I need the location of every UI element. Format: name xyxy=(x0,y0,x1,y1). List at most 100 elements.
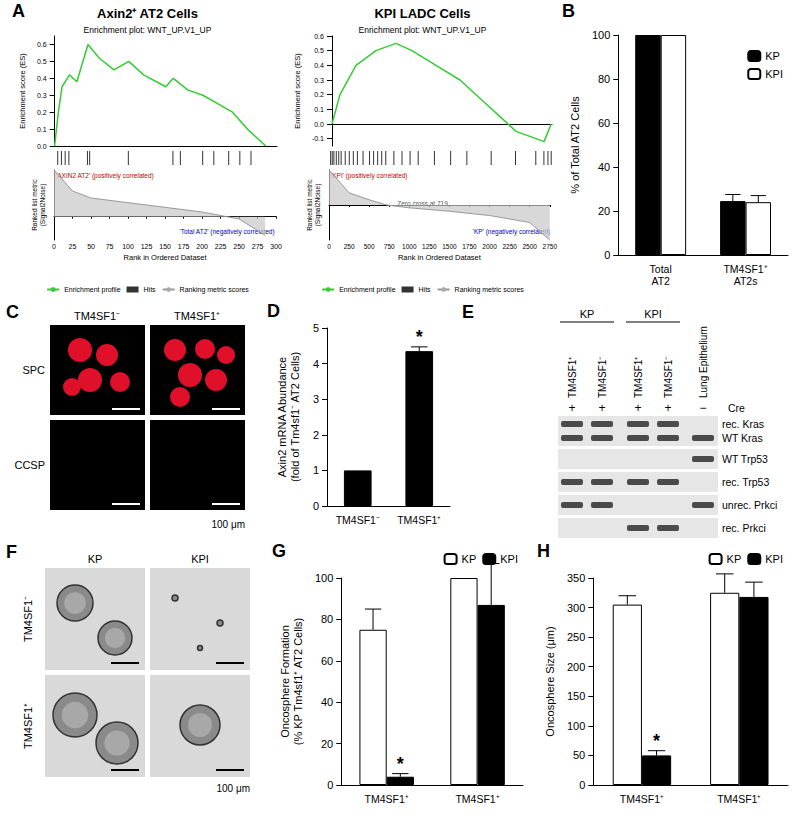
svg-text:AT2s: AT2s xyxy=(734,275,758,287)
svg-text:KP: KP xyxy=(765,50,780,62)
svg-text:500: 500 xyxy=(364,243,375,250)
svg-text:300: 300 xyxy=(567,602,585,614)
svg-text:0: 0 xyxy=(52,243,56,250)
svg-text:275: 275 xyxy=(252,243,264,250)
svg-text:'KPI' (positively correlated): 'KPI' (positively correlated) xyxy=(331,172,408,180)
svg-text:2250: 2250 xyxy=(502,243,517,250)
svg-text:G: G xyxy=(272,541,286,561)
svg-text:250: 250 xyxy=(233,243,245,250)
svg-text:60: 60 xyxy=(598,117,610,129)
svg-text:Rank in Ordered Dataset: Rank in Ordered Dataset xyxy=(398,253,482,262)
svg-text:Enrichment profile: Enrichment profile xyxy=(339,286,396,294)
svg-text:Oncosphere Formation: Oncosphere Formation xyxy=(279,625,291,738)
svg-text:*: * xyxy=(416,327,423,347)
svg-text:−: − xyxy=(699,401,706,415)
svg-text:0.3: 0.3 xyxy=(314,77,324,84)
svg-text:TM4SF1⁻: TM4SF1⁻ xyxy=(663,356,674,398)
svg-text:KP: KP xyxy=(727,553,742,565)
svg-text:0.3: 0.3 xyxy=(37,92,47,99)
svg-text:B: B xyxy=(562,1,575,21)
svg-text:AT2: AT2 xyxy=(651,275,670,287)
svg-text:4: 4 xyxy=(313,358,319,370)
svg-text:0.0: 0.0 xyxy=(37,143,47,150)
svg-text:A: A xyxy=(12,1,25,21)
svg-text:TM4SF1⁺: TM4SF1⁺ xyxy=(717,793,761,805)
svg-text:CCSP: CCSP xyxy=(14,459,45,471)
svg-text:5: 5 xyxy=(313,322,319,334)
svg-text:100: 100 xyxy=(122,243,134,250)
svg-text:60: 60 xyxy=(321,655,333,667)
svg-text:TM4SF1⁺: TM4SF1⁺ xyxy=(174,310,220,322)
svg-text:150: 150 xyxy=(567,690,585,702)
svg-text:Hits: Hits xyxy=(419,286,432,293)
svg-text:50: 50 xyxy=(573,749,585,761)
svg-text:75: 75 xyxy=(106,243,114,250)
svg-text:TM4SF1⁻: TM4SF1⁻ xyxy=(22,596,34,642)
svg-text:200: 200 xyxy=(196,243,208,250)
svg-text:3: 3 xyxy=(313,393,319,405)
svg-text:2000: 2000 xyxy=(482,243,497,250)
svg-text:Oncosphere Size (μm): Oncosphere Size (μm) xyxy=(544,626,556,736)
svg-text:0.0: 0.0 xyxy=(314,121,324,128)
svg-text:1250: 1250 xyxy=(422,243,437,250)
svg-text:Lung Epithelium: Lung Epithelium xyxy=(698,326,709,398)
svg-text:Enrichment profile: Enrichment profile xyxy=(64,286,121,294)
svg-text:TM4SF1⁻: TM4SF1⁻ xyxy=(597,356,608,398)
svg-text:100: 100 xyxy=(315,572,333,584)
svg-text:0: 0 xyxy=(313,500,319,512)
svg-text:0.1: 0.1 xyxy=(314,106,324,113)
svg-text:KPI: KPI xyxy=(644,308,662,320)
svg-text:0: 0 xyxy=(327,779,333,791)
svg-text:40: 40 xyxy=(321,696,333,708)
svg-text:250: 250 xyxy=(567,631,585,643)
svg-text:+: + xyxy=(634,401,641,415)
svg-text:2: 2 xyxy=(313,429,319,441)
svg-text:1500: 1500 xyxy=(442,243,457,250)
svg-text:WT Kras: WT Kras xyxy=(722,432,763,444)
svg-text:KPI: KPI xyxy=(765,553,783,565)
svg-text:100: 100 xyxy=(592,29,610,41)
svg-text:-0.1: -0.1 xyxy=(312,135,324,142)
svg-text:0.1: 0.1 xyxy=(37,126,47,133)
svg-text:Hits: Hits xyxy=(144,286,157,293)
svg-text:200: 200 xyxy=(567,661,585,673)
svg-text:0.6: 0.6 xyxy=(37,41,47,48)
svg-text:100 μm: 100 μm xyxy=(211,519,245,530)
svg-text:KP: KP xyxy=(462,553,477,565)
svg-text:unrec. Prkci: unrec. Prkci xyxy=(722,499,777,511)
svg-text:Ranking metric scores: Ranking metric scores xyxy=(180,286,250,294)
svg-text:40: 40 xyxy=(598,161,610,173)
svg-text:*: * xyxy=(653,731,660,751)
svg-text:0.2: 0.2 xyxy=(37,109,47,116)
svg-text:TM4SF1⁺: TM4SF1⁺ xyxy=(567,356,578,398)
svg-text:Rank in Ordered Dataset: Rank in Ordered Dataset xyxy=(124,253,208,262)
svg-text:100 μm: 100 μm xyxy=(216,783,250,794)
svg-text:(Signal2Noise): (Signal2Noise) xyxy=(39,184,47,227)
svg-text:0.6: 0.6 xyxy=(314,33,324,40)
svg-text:0: 0 xyxy=(327,243,331,250)
svg-text:0.4: 0.4 xyxy=(314,62,324,69)
svg-text:H: H xyxy=(537,541,550,561)
svg-text:TM4SF1⁻: TM4SF1⁻ xyxy=(74,310,120,322)
svg-text:Enrichment plot: WNT_UP.V1_UP: Enrichment plot: WNT_UP.V1_UP xyxy=(84,25,212,35)
svg-text:TM4SF1⁺: TM4SF1⁺ xyxy=(633,356,644,398)
svg-text:KPI: KPI xyxy=(500,553,518,565)
svg-text:rec. Kras: rec. Kras xyxy=(722,418,764,430)
svg-text:2750: 2750 xyxy=(543,243,558,250)
svg-text:+: + xyxy=(664,401,671,415)
svg-text:20: 20 xyxy=(598,205,610,217)
svg-text:80: 80 xyxy=(598,73,610,85)
svg-text:150: 150 xyxy=(159,243,171,250)
svg-text:KP: KP xyxy=(580,308,595,320)
svg-text:250: 250 xyxy=(344,243,355,250)
svg-text:+: + xyxy=(568,401,575,415)
svg-text:Axin2⁺ AT2 Cells: Axin2⁺ AT2 Cells xyxy=(97,6,198,21)
svg-text:0: 0 xyxy=(579,779,585,791)
svg-text:(Signal2Noise): (Signal2Noise) xyxy=(314,184,322,227)
svg-text:25: 25 xyxy=(69,243,77,250)
svg-text:350: 350 xyxy=(567,572,585,584)
svg-text:Total: Total xyxy=(650,263,672,275)
svg-text:TM4SF1⁺: TM4SF1⁺ xyxy=(723,263,767,275)
svg-text:% of Total AT2 Cells: % of Total AT2 Cells xyxy=(569,96,581,194)
svg-text:(fold of Tm4sf1⁻ AT2 Cells): (fold of Tm4sf1⁻ AT2 Cells) xyxy=(289,352,301,482)
